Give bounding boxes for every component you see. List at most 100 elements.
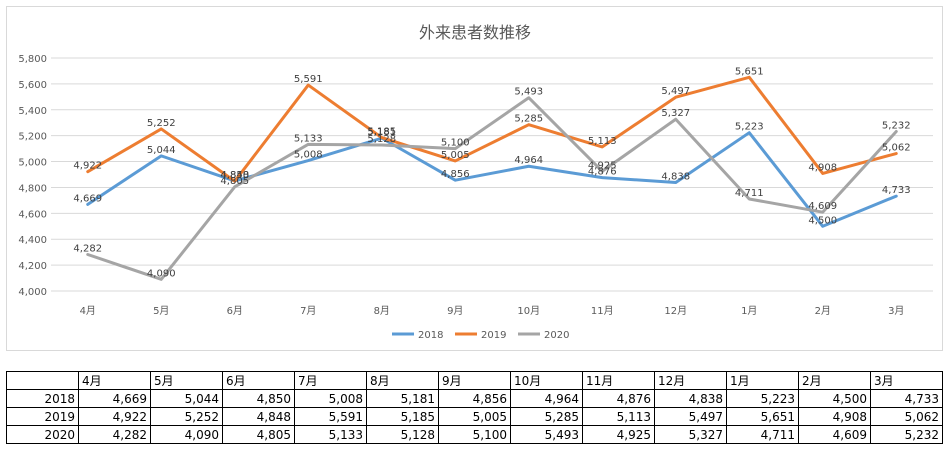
y-tick-label: 5,000 [18, 158, 47, 169]
data-label: 5,651 [735, 66, 764, 77]
data-label: 5,232 [882, 121, 911, 132]
data-label: 5,181 [367, 127, 396, 138]
table-header-cell: 11月 [582, 371, 655, 390]
data-point [234, 186, 236, 188]
table-header-cell: 6月 [222, 371, 295, 390]
table-cell: 4,805 [222, 425, 295, 444]
legend-label: 2020 [544, 330, 569, 341]
table-cell: 5,591 [294, 407, 367, 426]
data-label: 5,223 [735, 122, 764, 133]
table-cell: 4,838 [654, 389, 727, 408]
table-row: 2020 4,282 4,090 4,805 5,133 5,128 5,100 5,493 4… [6, 425, 943, 444]
data-label: 4,669 [73, 193, 102, 204]
data-label: 5,493 [514, 87, 543, 98]
table-cell: 5,497 [654, 407, 727, 426]
data-point [381, 137, 383, 139]
table-cell: 5,493 [510, 425, 583, 444]
data-label: 5,128 [367, 134, 396, 145]
table-header-row: 4月 5月 6月 7月 8月 9月 10月 11月 12月 1月 2月 3月 [6, 371, 943, 390]
table-cell: 5,044 [150, 389, 223, 408]
x-tick-label: 6月 [227, 305, 243, 317]
table-cell: 4,856 [438, 389, 511, 408]
table-cell: 5,062 [870, 407, 943, 426]
data-point [87, 203, 89, 205]
data-label: 5,133 [294, 133, 323, 144]
data-label: 4,609 [808, 201, 837, 212]
table-row: 2019 4,922 5,252 4,848 5,591 5,185 5,005 5,285 5… [6, 407, 943, 426]
data-point [822, 172, 824, 174]
data-label: 4,856 [441, 169, 470, 180]
data-label: 5,062 [882, 143, 911, 154]
table-header-cell: 10月 [510, 371, 583, 390]
table-cell: 4,964 [510, 389, 583, 408]
data-label: 4,876 [588, 167, 617, 178]
table-row-label: 2019 [6, 407, 79, 426]
series-line-2020 [86, 96, 898, 281]
table-cell: 5,128 [366, 425, 439, 444]
table-cell: 5,008 [294, 389, 367, 408]
table-row-label: 2020 [6, 425, 79, 444]
table-cell: 5,005 [438, 407, 511, 426]
data-point [307, 143, 309, 145]
data-point [528, 124, 530, 126]
series-line-2019 [86, 75, 898, 183]
data-point [601, 177, 603, 179]
data-label: 4,500 [808, 215, 837, 226]
table-header-cell: 2月 [798, 371, 871, 390]
data-label: 5,591 [294, 74, 323, 85]
data-point [454, 179, 456, 181]
x-tick-label: 4月 [80, 305, 96, 317]
data-point [160, 128, 162, 130]
x-tick-label: 12月 [664, 305, 687, 317]
data-point [454, 148, 456, 150]
data-point [675, 96, 677, 98]
y-tick-label: 4,400 [18, 235, 47, 246]
data-label: 5,285 [514, 114, 543, 125]
data-point [748, 132, 750, 134]
table-cell: 5,285 [510, 407, 583, 426]
table-cell: 5,133 [294, 425, 367, 444]
data-point [307, 160, 309, 162]
data-point [895, 131, 897, 133]
table-cell: 4,850 [222, 389, 295, 408]
data-point [748, 198, 750, 200]
table-cell: 5,100 [438, 425, 511, 444]
table-cell: 5,252 [150, 407, 223, 426]
data-point [528, 165, 530, 167]
legend-label: 2018 [418, 330, 443, 341]
table-header-cell: 7月 [294, 371, 367, 390]
data-label: 5,327 [661, 108, 690, 119]
table-cell: 4,922 [78, 407, 151, 426]
data-label: 4,282 [73, 243, 102, 254]
table-cell: 5,651 [726, 407, 799, 426]
x-tick-label: 3月 [888, 305, 904, 317]
table-cell: 5,181 [366, 389, 439, 408]
table-corner-cell [6, 371, 79, 390]
data-point [675, 118, 677, 120]
table-cell: 4,609 [798, 425, 871, 444]
data-label: 5,008 [294, 150, 323, 161]
table-cell: 4,848 [222, 407, 295, 426]
data-point [601, 146, 603, 148]
table-header-cell: 4月 [78, 371, 151, 390]
data-label: 4,848 [220, 170, 249, 181]
data-point [234, 180, 236, 182]
data-label: 5,005 [441, 150, 470, 161]
data-label: 4,805 [220, 176, 249, 187]
data-point [381, 144, 383, 146]
chart-area: 外来患者数推移 4,000 4,200 4,400 4,600 4,800 5,000 5,… [6, 6, 943, 351]
y-tick-label: 4,600 [18, 209, 47, 220]
y-tick-label: 5,400 [18, 106, 47, 117]
data-point [601, 170, 603, 172]
data-point [675, 182, 677, 184]
data-label: 5,497 [661, 86, 690, 97]
data-label: 4,922 [73, 161, 102, 172]
data-label: 5,185 [367, 127, 396, 138]
data-label: 4,838 [661, 172, 690, 183]
table-cell: 4,876 [582, 389, 655, 408]
y-tick-label: 4,000 [18, 287, 47, 298]
x-tick-label: 11月 [591, 305, 614, 317]
table-header-cell: 5月 [150, 371, 223, 390]
data-label: 5,252 [147, 118, 176, 129]
data-point [895, 153, 897, 155]
